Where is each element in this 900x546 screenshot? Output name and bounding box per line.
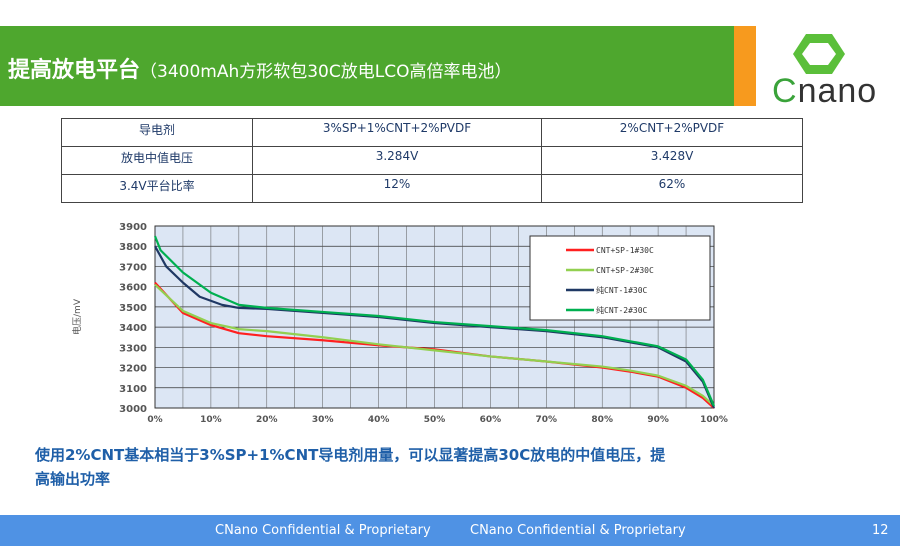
x-tick-label: 50%: [424, 415, 446, 425]
table-cell: 3.284V: [252, 146, 542, 175]
title-subtitle: （3400mAh方形软包30C放电LCO高倍率电池）: [140, 62, 512, 82]
x-tick-label: 40%: [368, 415, 390, 425]
y-axis-label: 电压/mV: [71, 298, 83, 335]
comparison-table: 导电剂 3%SP+1%CNT+2%PVDF 2%CNT+2%PVDF 放电中值电压 3…: [61, 118, 803, 203]
table-cell: 3.4V平台比率: [61, 174, 253, 203]
x-tick-label: 0%: [147, 415, 162, 425]
footer-bar: CNano Confidential & Proprietary CNano C…: [0, 515, 900, 546]
page-number: 12: [872, 523, 889, 538]
accent-bar: [734, 26, 756, 106]
table-row: 导电剂 3%SP+1%CNT+2%PVDF 2%CNT+2%PVDF: [61, 118, 803, 147]
table-cell: 12%: [252, 174, 542, 203]
legend-label: 纯CNT-2#30C: [596, 305, 648, 315]
table-cell: 放电中值电压: [61, 146, 253, 175]
y-tick-label: 3800: [119, 242, 147, 253]
y-tick-label: 3900: [119, 222, 147, 233]
discharge-chart: 3000 3100 3200 3300 3400 3500 3600 3700 3800 3900…: [71, 222, 728, 425]
legend-label: CNT+SP-2#30C: [596, 266, 654, 275]
x-tick-label: 100%: [700, 415, 728, 425]
y-tick-label: 3100: [119, 384, 147, 395]
series-line: [153, 235, 716, 407]
footer-text: CNano Confidential & Proprietary: [215, 523, 431, 538]
table-cell: 3.428V: [541, 146, 803, 175]
x-tick-label: 30%: [312, 415, 334, 425]
title-main: 提高放电平台: [8, 58, 141, 83]
footer-text-overlay: CNano Confidential & Proprietary: [470, 523, 686, 538]
table-row: 3.4V平台比率 12% 62%: [61, 174, 803, 203]
table-cell: 3%SP+1%CNT+2%PVDF: [252, 118, 542, 147]
x-tick-label: 10%: [200, 415, 222, 425]
conclusion-text: 使用2%CNT基本相当于3%SP+1%CNT导电剂用量，可以显著提高30C放电的…: [35, 446, 666, 488]
table-cell: 导电剂: [61, 118, 253, 147]
y-tick-label: 3400: [119, 323, 147, 334]
legend-label: 纯CNT-1#30C: [596, 285, 648, 295]
table-cell: 62%: [541, 174, 803, 203]
series-line: [154, 283, 715, 407]
table-cell: 2%CNT+2%PVDF: [541, 118, 803, 147]
legend-label: CNT+SP-1#30C: [596, 246, 654, 255]
x-tick-label: 70%: [536, 415, 558, 425]
y-tick-label: 3600: [119, 283, 147, 294]
title-bar: [0, 26, 734, 106]
y-tick-label: 3000: [119, 404, 147, 415]
y-tick-label: 3200: [119, 364, 147, 375]
x-tick-label: 90%: [647, 415, 669, 425]
logo-text: Cnano: [772, 72, 878, 110]
cnano-logo-icon: [793, 34, 845, 74]
y-tick-label: 3500: [119, 303, 147, 314]
x-tick-label: 80%: [591, 415, 613, 425]
table-row: 放电中值电压 3.284V 3.428V: [61, 146, 803, 175]
y-tick-label: 3300: [119, 343, 147, 354]
legend-box: [529, 235, 711, 321]
slide-title: 提高放电平台（3400mAh方形软包30C放电LCO高倍率电池）: [8, 52, 511, 84]
x-tick-label: 20%: [256, 415, 278, 425]
y-tick-label: 3700: [119, 262, 147, 273]
x-tick-label: 60%: [480, 415, 502, 425]
